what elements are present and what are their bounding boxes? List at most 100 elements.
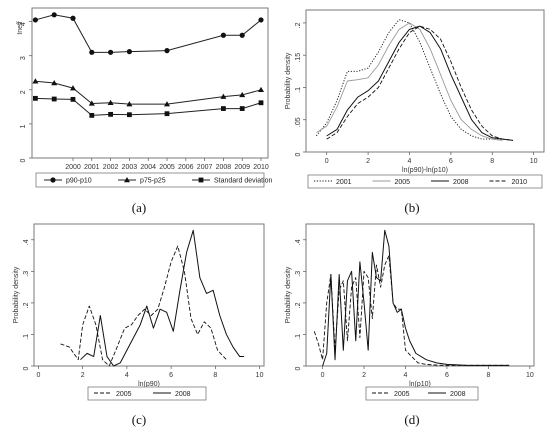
y-tick-label: 0	[295, 152, 302, 156]
x-tick-label: 0	[36, 372, 40, 379]
data-point	[51, 80, 58, 86]
legend-label: 2008	[450, 391, 466, 398]
panel-tag-d: (d)	[404, 412, 419, 427]
y-tick-label: .05	[295, 117, 302, 127]
density-line-2008	[326, 25, 514, 141]
data-point	[70, 15, 76, 21]
legend-label: Standard deviation	[214, 178, 272, 185]
x-tick-label: 0	[325, 158, 329, 165]
x-tick-label: 4	[404, 372, 408, 379]
legend-label: 2005	[394, 391, 410, 398]
x-tick-label: 6	[445, 372, 449, 379]
data-point	[32, 78, 39, 84]
series-line-p75-p25	[35, 80, 262, 105]
x-tick-label: 10	[530, 158, 538, 165]
data-point	[258, 100, 264, 106]
density-line-2005	[60, 245, 227, 367]
data-point	[88, 100, 95, 106]
y-tick-label: .4	[23, 239, 30, 245]
legend-label: 2010	[512, 179, 528, 186]
data-point	[107, 99, 114, 105]
x-tick-label: 8	[490, 158, 494, 165]
y-tick-label: .15	[295, 53, 302, 63]
legend-label: 2008	[453, 179, 469, 186]
legend-label: p75-p25	[140, 178, 166, 185]
x-tick-label: 2005	[159, 164, 175, 171]
data-point	[51, 12, 57, 18]
data-point	[108, 111, 113, 117]
panel-tag-a: (a)	[132, 200, 146, 215]
x-tick-label: 0	[321, 372, 325, 379]
y-tick-label: 2	[20, 90, 27, 94]
data-point	[89, 112, 95, 118]
density-line-2005	[316, 22, 503, 141]
x-tick-label: 2002	[103, 164, 119, 171]
x-axis-title: ln(p90)-ln(p10)	[402, 167, 448, 174]
y-axis-title: Probability density	[285, 266, 292, 323]
legend-box	[307, 174, 543, 189]
data-point	[33, 95, 38, 101]
legend-box	[35, 172, 265, 188]
plot-frame	[33, 223, 265, 367]
y-tick-label: .2	[295, 22, 302, 28]
density-line-2005	[313, 255, 510, 366]
x-tick-label: 4	[125, 372, 129, 379]
x-tick-label: 6	[169, 372, 173, 379]
legend-label: 2005	[116, 391, 132, 398]
x-tick-label: 10	[526, 372, 534, 379]
data-point	[51, 96, 57, 102]
density-line-2008	[322, 229, 510, 367]
data-point	[220, 93, 227, 99]
data-point	[108, 49, 114, 55]
data-point	[258, 86, 264, 93]
y-tick-label: 0	[295, 366, 302, 370]
x-tick-label: 2009	[234, 164, 250, 171]
data-point	[70, 85, 76, 91]
x-tick-label: 2	[362, 372, 366, 379]
data-point	[220, 32, 226, 38]
legend-box	[87, 386, 207, 401]
data-point	[126, 49, 132, 55]
data-point	[126, 101, 133, 107]
density-line-2010	[326, 25, 514, 141]
x-tick-label: 2000	[65, 164, 81, 171]
x-tick-label: 6	[449, 158, 453, 165]
y-axis-title: Probability density	[13, 266, 20, 323]
density-line-2008	[80, 229, 245, 367]
series-line-standard-deviation	[35, 97, 262, 116]
x-axis-title: ln(p10)	[409, 381, 431, 388]
data-point	[221, 106, 226, 111]
legend-label: 2005	[395, 179, 411, 186]
data-point	[239, 91, 246, 98]
data-point	[239, 106, 245, 111]
data-point	[258, 17, 264, 23]
x-tick-label: 2006	[178, 164, 194, 171]
legend-label: 2008	[175, 391, 191, 398]
data-point	[89, 49, 95, 55]
x-tick-label: 8	[486, 372, 490, 379]
y-tick-label: .4	[295, 239, 302, 245]
x-tick-label: 2010	[253, 164, 269, 171]
legend-label: p90-p10	[66, 178, 92, 185]
y-tick-label: .1	[295, 334, 302, 340]
x-tick-label: 2003	[122, 164, 138, 171]
panel-c: 0 .1 .2 .3 .4 Probability density 0 2 4 6 8 10 ln(p9…	[13, 223, 265, 401]
series-line-p90-p10	[35, 14, 262, 53]
data-point	[164, 101, 170, 107]
y-axis-title: Probability density	[285, 52, 292, 109]
y-tick-label: .1	[295, 87, 302, 93]
x-tick-label: 2	[81, 372, 85, 379]
y-tick-label: 3	[20, 56, 27, 60]
plot-frame	[31, 7, 269, 159]
x-tick-label: 2004	[140, 164, 156, 171]
data-point	[70, 96, 76, 102]
y-tick-label: 4	[20, 22, 27, 26]
legend-label: 2001	[336, 179, 352, 186]
y-tick-label: 0	[23, 366, 30, 370]
y-tick-label: .3	[295, 271, 302, 277]
x-tick-label: 2	[366, 158, 370, 165]
x-tick-label: 8	[213, 372, 217, 379]
legend-marker	[50, 177, 56, 183]
